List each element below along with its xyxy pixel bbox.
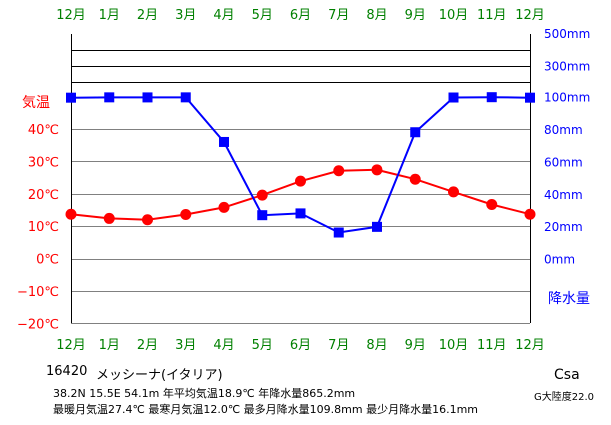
- precipitation-point: [257, 210, 268, 221]
- precipitation-point: [333, 227, 344, 238]
- month-labels-top: 12月 1月 2月 3月 4月 5月 6月 7月 8月 9月 10月 11月 12月: [56, 8, 545, 23]
- station-name: メッシーナ(イタリア): [96, 368, 223, 383]
- climate-class: Csa: [554, 367, 580, 383]
- precipitation-tick-label: 80mm: [544, 123, 583, 137]
- temperature-point: [448, 186, 459, 198]
- month-label-top: 3月: [175, 8, 196, 23]
- month-label-top: 10月: [439, 8, 469, 23]
- month-label-top: 6月: [290, 8, 311, 23]
- precipitation-point: [448, 92, 459, 103]
- precipitation-tick-labels: 500mm 300mm 100mm 80mm 60mm 40mm 20mm 0mm: [544, 27, 590, 266]
- month-label-bottom: 12月: [515, 338, 545, 353]
- temperature-point: [180, 209, 192, 221]
- precipitation-tick-label: 500mm: [544, 27, 590, 41]
- month-label-bottom: 4月: [213, 338, 234, 353]
- precipitation-tick-label: 100mm: [544, 91, 590, 105]
- precipitation-point: [372, 221, 382, 232]
- precipitation-point: [180, 92, 191, 103]
- temperature-tick-label: −10℃: [17, 285, 59, 300]
- temperature-point: [65, 208, 77, 220]
- continentality: G大陸度22.0: [534, 392, 595, 403]
- month-label-top: 4月: [213, 8, 234, 23]
- station-code: 16420: [46, 364, 88, 379]
- month-label-top: 1月: [99, 8, 120, 23]
- month-label-bottom: 8月: [366, 338, 387, 353]
- precipitation-tick-label: 300mm: [544, 60, 590, 74]
- grid-lines: [71, 50, 530, 324]
- temperature-tick-label: 30℃: [28, 155, 59, 170]
- precipitation-point: [410, 127, 421, 138]
- month-label-top: 12月: [515, 8, 545, 23]
- month-label-bottom: 3月: [175, 338, 196, 353]
- month-label-bottom: 9月: [405, 338, 426, 353]
- temperature-point: [256, 189, 268, 201]
- precipitation-axis-label: 降水量: [548, 291, 590, 307]
- temperature-point: [142, 214, 153, 226]
- precipitation-point: [66, 92, 76, 103]
- precipitation-point: [486, 92, 497, 103]
- month-label-bottom: 12月: [56, 338, 86, 353]
- month-label-bottom: 2月: [137, 338, 158, 353]
- precipitation-tick-label: 0mm: [544, 253, 575, 267]
- month-label-bottom: 1月: [99, 338, 120, 353]
- temperature-point: [524, 208, 536, 220]
- precipitation-point: [142, 92, 153, 103]
- precipitation-point: [219, 136, 229, 147]
- month-label-bottom: 11月: [477, 338, 507, 353]
- precipitation-point: [525, 92, 535, 103]
- temperature-point: [486, 198, 498, 210]
- temperature-axis-label: 気温: [22, 95, 50, 111]
- precipitation-tick-label: 20mm: [544, 220, 583, 234]
- month-label-top: 5月: [252, 8, 273, 23]
- month-label-bottom: 10月: [439, 338, 469, 353]
- temperature-tick-labels: 40℃ 30℃ 20℃ 10℃ 0℃ −10℃ −20℃: [17, 123, 59, 332]
- temperature-tick-label: 20℃: [28, 188, 59, 203]
- station-summary-line1: 38.2N 15.5E 54.1m 年平均気温18.9℃ 年降水量865.2mm: [53, 387, 356, 400]
- month-label-top: 9月: [405, 8, 426, 23]
- temperature-point: [295, 175, 306, 187]
- month-label-top: 2月: [137, 8, 158, 23]
- temperature-tick-label: 0℃: [36, 253, 59, 268]
- month-label-top: 7月: [328, 8, 349, 23]
- month-labels-bottom: 12月 1月 2月 3月 4月 5月 6月 7月 8月 9月 10月 11月 12月: [56, 338, 545, 353]
- chart-axes: [71, 34, 531, 323]
- precipitation-tick-label: 60mm: [544, 155, 583, 169]
- month-label-bottom: 6月: [290, 338, 311, 353]
- temperature-point: [371, 164, 383, 176]
- data-series: [65, 92, 536, 238]
- precipitation-point: [104, 92, 115, 103]
- temperature-tick-label: 10℃: [28, 220, 59, 235]
- precipitation-tick-label: 40mm: [544, 188, 583, 202]
- temperature-tick-label: −20℃: [17, 317, 59, 332]
- month-label-top: 8月: [366, 8, 387, 23]
- temperature-point: [103, 212, 115, 224]
- precipitation-point: [295, 208, 306, 219]
- month-label-bottom: 5月: [252, 338, 273, 353]
- temperature-point: [218, 201, 230, 213]
- temperature-point: [409, 173, 421, 185]
- temperature-point: [333, 165, 345, 177]
- temperature-tick-label: 40℃: [28, 123, 59, 138]
- station-summary-line2: 最暖月気温27.4℃ 最寒月気温12.0℃ 最多月降水量109.8mm 最少月降…: [53, 403, 479, 416]
- month-label-top: 11月: [477, 8, 507, 23]
- month-label-top: 12月: [56, 8, 86, 23]
- month-label-bottom: 7月: [328, 338, 349, 353]
